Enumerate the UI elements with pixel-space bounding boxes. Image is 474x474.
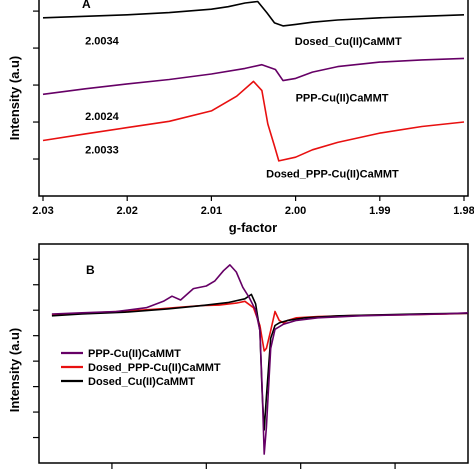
panel-a-annotation: 2.0024 [85, 111, 120, 123]
panel-a-letter: A [82, 0, 91, 11]
panel-a-annotation: 2.0034 [85, 35, 120, 47]
panel-a-x-tick-label: 1.99 [369, 205, 390, 217]
panel-a-x-tick-label: 2.00 [285, 205, 306, 217]
panel-b-legend-label: PPP-Cu(II)CaMMT [88, 348, 181, 360]
panel-a-series-ppp-cu-ii-cammt [42, 57, 465, 96]
panel-b-series [51, 264, 469, 455]
panel-b-frame [38, 243, 469, 464]
panel-a-frame [38, 0, 469, 197]
panel-b-legend-label: Dosed_Cu(II)CaMMT [88, 376, 195, 388]
panel-a-x-tick-label: 2.02 [116, 205, 137, 217]
panel-a-y-axis-title: Intensity (a.u) [7, 56, 22, 141]
panel-b-ticks [33, 258, 396, 469]
panel-a-series-dosed-ppp-cu-ii-cammt [42, 80, 465, 162]
panel-b: B Intensity (a.u) PPP-Cu(II)CaMMT Dosed_P… [7, 243, 469, 469]
panel-a-annotations: 2.0034 2.0024 2.0033 Dosed_Cu(II)CaMMT PPP-C… [85, 35, 402, 180]
panel-a-ticks: 2.03 2.02 2.01 2.00 1.99 1.98 [32, 10, 474, 217]
panel-a-x-axis-title: g-factor [229, 220, 277, 235]
panel-a-x-tick-label: 1.98 [453, 205, 474, 217]
panel-b-series-ppp-cu-ii-cammt [51, 264, 469, 455]
panel-a-annotation: Dosed_PPP-Cu(II)CaMMT [266, 169, 399, 181]
panel-b-y-axis-title: Intensity (a.u) [7, 328, 22, 413]
panel-a-series-dosed-cu-ii-cammt [42, 0, 465, 27]
panel-a-x-tick-label: 2.03 [32, 205, 53, 217]
panel-b-legend: PPP-Cu(II)CaMMT Dosed_PPP-Cu(II)CaMMT Dose… [61, 348, 221, 388]
panel-b-legend-label: Dosed_PPP-Cu(II)CaMMT [88, 362, 221, 374]
panel-a-series [42, 0, 465, 162]
panel-b-letter: B [86, 263, 95, 277]
panel-a-x-tick-label: 2.01 [201, 205, 222, 217]
panel-a-annotation: Dosed_Cu(II)CaMMT [295, 36, 402, 48]
panel-a-annotation: PPP-Cu(II)CaMMT [296, 93, 389, 105]
panel-a: 2.03 2.02 2.01 2.00 1.99 1.98 2.00342.00242.0… [7, 0, 474, 235]
panel-a-annotation: 2.0033 [85, 144, 119, 156]
